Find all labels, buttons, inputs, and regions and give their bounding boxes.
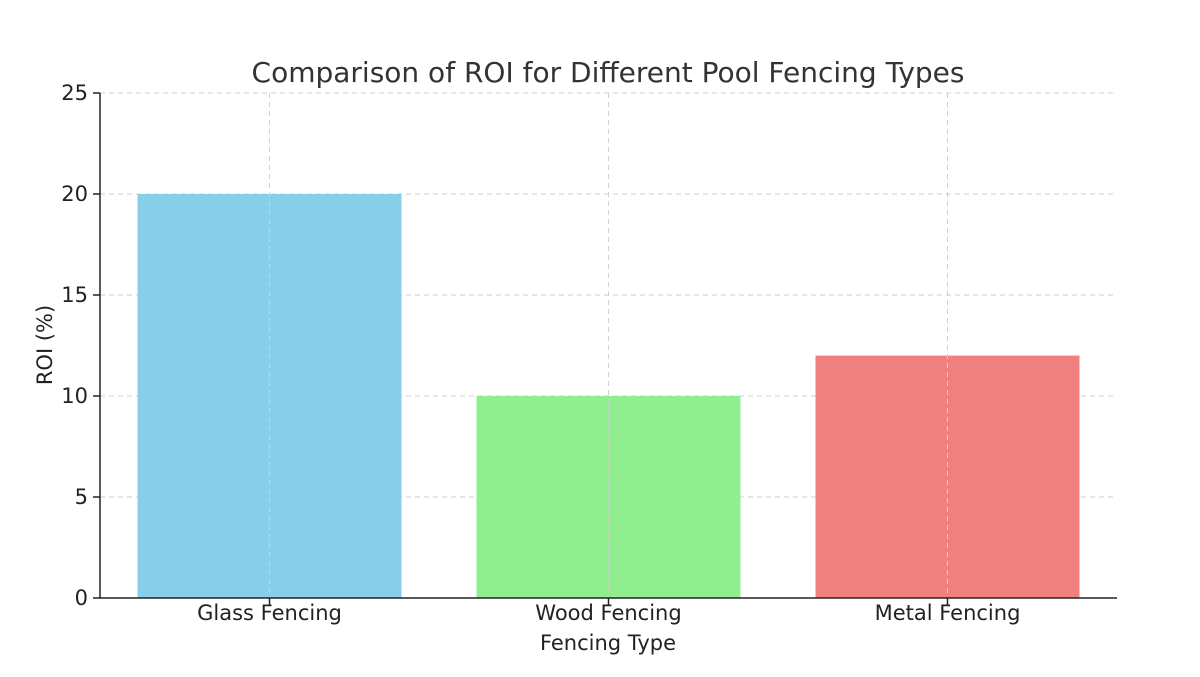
y-tick-label: 5 <box>75 485 88 509</box>
y-axis-ticks: 0 5 10 15 20 25 <box>61 81 100 610</box>
x-tick-label: Glass Fencing <box>197 601 342 625</box>
chart-title: Comparison of ROI for Different Pool Fen… <box>252 56 965 89</box>
vertical-grid-lines <box>269 93 948 598</box>
y-tick-label: 25 <box>61 81 88 105</box>
bars <box>137 194 1080 598</box>
bar-glass-fencing <box>137 194 402 598</box>
bar-metal-fencing <box>815 355 1080 598</box>
y-tick-label: 0 <box>75 586 88 610</box>
y-tick-label: 15 <box>61 283 88 307</box>
x-axis-ticks: Glass Fencing Wood Fencing Metal Fencing <box>197 598 1020 625</box>
x-tick-label: Metal Fencing <box>875 601 1021 625</box>
y-tick-label: 10 <box>61 384 88 408</box>
y-axis-label: ROI (%) <box>33 305 57 385</box>
x-tick-label: Wood Fencing <box>535 601 681 625</box>
y-tick-label: 20 <box>61 182 88 206</box>
x-axis-label: Fencing Type <box>540 631 676 655</box>
